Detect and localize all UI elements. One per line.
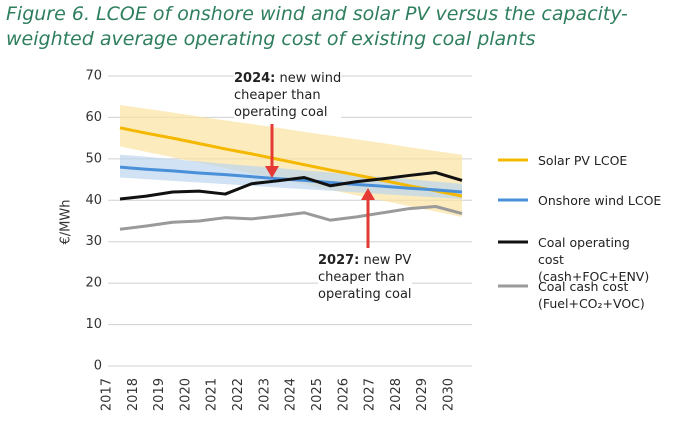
annotation-text: new wind — [279, 71, 342, 86]
annotation-text: cheaper than — [318, 270, 405, 285]
arrow-head — [265, 166, 279, 178]
y-axis-label: €/MWh — [59, 200, 74, 245]
series-line — [119, 126, 463, 198]
uncertainty-band — [120, 154, 462, 200]
annotation-text: operating coal — [234, 105, 328, 120]
legend-label: Coal cash cost (Fuel+CO₂+VOC) — [538, 279, 645, 311]
x-tick-label: 2018 — [126, 378, 141, 411]
y-tick-label: 30 — [85, 234, 102, 249]
annotation-text: operating coal — [318, 287, 412, 302]
chart-title: Figure 6. LCOE of onshore wind and solar… — [6, 3, 628, 50]
series-line — [119, 205, 463, 231]
y-tick-label: 50 — [85, 151, 102, 166]
y-tick-label: 60 — [85, 110, 102, 125]
annotation-text: cheaper than — [234, 88, 321, 103]
x-tick-label: 2030 — [442, 378, 457, 411]
arrow-head — [361, 188, 375, 200]
y-tick-label: 0 — [94, 359, 102, 374]
legend-label: Coal operating cost (cash+FOC+ENV) — [538, 235, 650, 284]
x-tick-label: 2026 — [336, 378, 351, 411]
x-tick-label: 2022 — [231, 378, 246, 411]
x-tick-label: 2019 — [152, 378, 167, 411]
x-tick-label: 2025 — [310, 378, 325, 411]
x-tick-label: 2017 — [100, 378, 115, 411]
annotation-text: new PV — [363, 253, 412, 268]
x-tick-label: 2024 — [284, 378, 299, 411]
x-tick-label: 2027 — [363, 378, 378, 411]
legend-label: Onshore wind LCOE — [538, 193, 662, 208]
x-tick-label: 2021 — [205, 378, 220, 411]
x-tick-label: 2029 — [415, 378, 430, 411]
y-tick-label: 40 — [85, 193, 102, 208]
annotation: 2024: new wind cheaper than operating co… — [234, 70, 342, 121]
series-line — [119, 171, 463, 201]
x-tick-label: 2023 — [257, 378, 272, 411]
y-tick-label: 10 — [85, 317, 102, 332]
annotation-bold: 2024: — [234, 71, 276, 86]
annotation: 2027: new PV cheaper than operating coal — [318, 252, 412, 303]
y-tick-label: 70 — [85, 69, 102, 84]
annotation-bold: 2027: — [318, 253, 360, 268]
y-tick-label: 20 — [85, 276, 102, 291]
x-tick-label: 2020 — [178, 378, 193, 411]
legend-label: Solar PV LCOE — [538, 153, 628, 168]
x-tick-label: 2028 — [389, 378, 404, 411]
